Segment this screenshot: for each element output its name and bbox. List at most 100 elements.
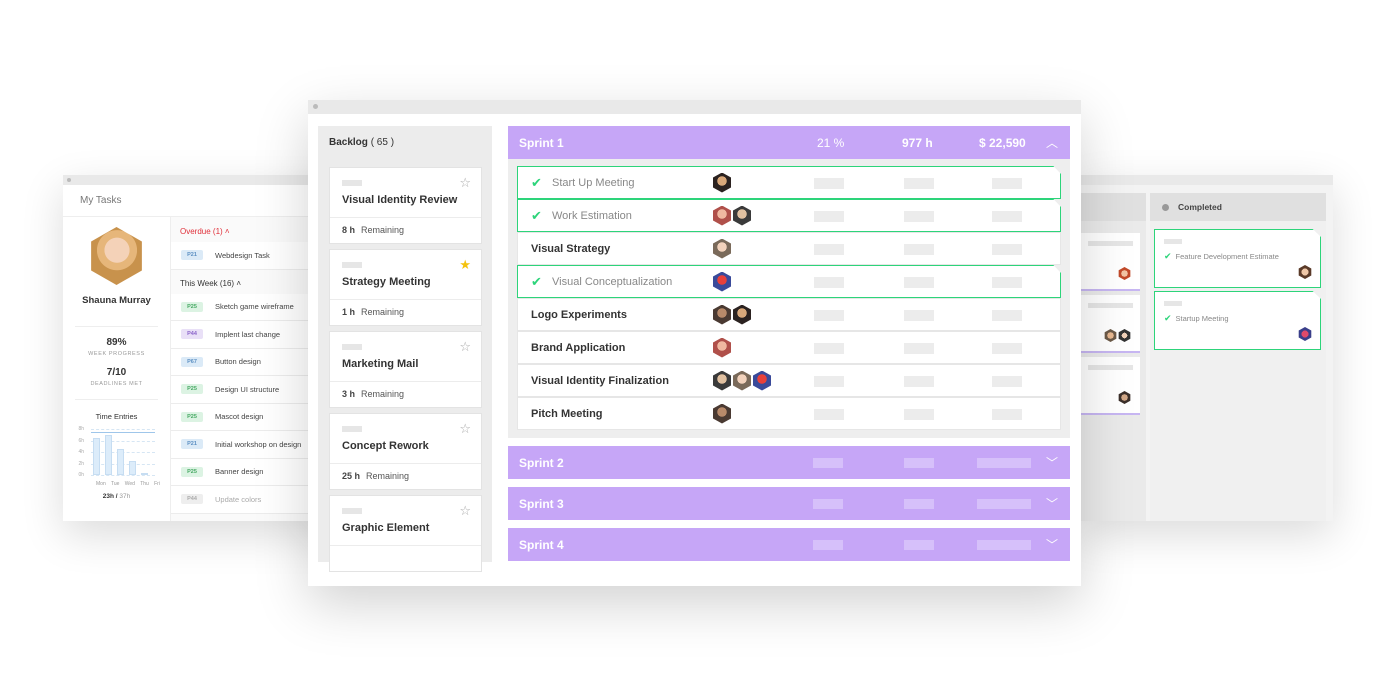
avatar[interactable] — [1104, 329, 1117, 342]
deadlines-value: 7/10 — [106, 367, 127, 378]
avatar[interactable] — [1118, 391, 1131, 404]
avatar[interactable] — [733, 370, 751, 391]
backlog-card[interactable]: ☆ Concept Rework 25 h Remaining — [329, 413, 482, 490]
sprint-name: Sprint 1 — [519, 135, 564, 150]
sprint-header[interactable]: Sprint 2 ﹀ — [508, 446, 1070, 479]
backlog-count: ( 65 ) — [370, 137, 395, 148]
star-icon[interactable]: ☆ — [459, 503, 471, 518]
avatar[interactable] — [733, 304, 751, 325]
assignees — [712, 403, 732, 424]
backlog-card[interactable]: ☆ Marketing Mail 3 h Remaining — [329, 331, 482, 408]
week-progress-stat: 89% WEEK PROGRESS — [63, 337, 170, 357]
gridline — [90, 475, 155, 476]
total-target: 37h — [119, 493, 131, 500]
avatar[interactable] — [733, 205, 751, 226]
remaining-hours: 1 h — [342, 307, 356, 317]
task-title: Initial workshop on design — [215, 439, 302, 449]
project-tag: P25 — [181, 301, 203, 312]
chevron-up-icon[interactable]: ︿ — [1045, 136, 1058, 150]
sprint-task-row[interactable]: Visual Identity Finalization — [517, 364, 1061, 397]
sprint-task-row[interactable]: Logo Experiments — [517, 298, 1061, 331]
star-icon[interactable]: ☆ — [459, 339, 471, 354]
remaining-label: Remaining — [366, 471, 410, 481]
backlog-card[interactable]: ☆ Visual Identity Review 8 h Remaining — [329, 167, 482, 244]
backlog-card[interactable]: ★ Strategy Meeting 1 h Remaining — [329, 249, 482, 326]
status-icon — [1162, 203, 1169, 211]
remaining-label: Remaining — [361, 389, 405, 399]
overdue-header[interactable]: Overdue (1) ˄ — [180, 227, 230, 236]
assignees — [712, 172, 732, 193]
assignees — [712, 238, 732, 259]
sprint-header[interactable]: Sprint 3 ﹀ — [508, 487, 1070, 520]
window-titlebar — [1080, 175, 1333, 185]
card-title: Startup Meeting — [1175, 314, 1229, 323]
avatar[interactable] — [1118, 329, 1131, 342]
remaining-hours: 8 h — [342, 225, 356, 235]
assignees — [712, 337, 732, 358]
avatar[interactable] — [713, 403, 731, 424]
avatar[interactable] — [1118, 267, 1131, 280]
backlog-card-footer: 8 h Remaining — [330, 217, 481, 243]
avatar[interactable] — [1298, 265, 1312, 279]
sprint-body: ✔ Start Up Meeting ✔ Work Estimation Visual … — [508, 159, 1070, 438]
board-card[interactable] — [1080, 233, 1140, 291]
star-icon[interactable]: ☆ — [459, 175, 471, 190]
y-tick-label: 4h — [78, 449, 85, 455]
avatar[interactable] — [713, 370, 731, 391]
deadlines-label: DEADLINES MET — [90, 381, 143, 387]
avatar[interactable] — [713, 172, 731, 193]
star-icon[interactable]: ☆ — [459, 421, 471, 436]
avatar[interactable] — [713, 238, 731, 259]
avatar[interactable] — [753, 370, 771, 391]
completed-header: Completed — [1150, 193, 1326, 221]
sprint-percent: 21 % — [817, 135, 845, 150]
sprint-task-row[interactable]: Brand Application — [517, 331, 1061, 364]
remaining-hours: 25 h — [342, 471, 361, 481]
chevron-down-icon[interactable]: ﹀ — [1045, 497, 1058, 511]
y-tick-label: 2h — [78, 460, 85, 467]
check-icon: ✔ — [531, 273, 542, 289]
board-card[interactable] — [1080, 295, 1140, 353]
backlog-title: Backlog — [329, 137, 368, 148]
backlog-card-title: Marketing Mail — [342, 358, 419, 370]
chevron-down-icon[interactable]: ﹀ — [1045, 456, 1058, 470]
sprint-header[interactable]: Sprint 1 21 % 977 h $ 22,590 ︿ — [508, 126, 1070, 159]
day-label: Mon — [96, 481, 106, 487]
profile-panel: Shauna Murray 89% WEEK PROGRESS 7/10 DEA… — [63, 217, 171, 521]
avatar[interactable] — [713, 304, 731, 325]
sprint-task-row[interactable]: ✔ Start Up Meeting — [517, 166, 1061, 199]
backlog-card[interactable]: ☆ Graphic Element — [329, 495, 482, 572]
sprint-name: Sprint 4 — [519, 537, 564, 552]
backlog-panel: Backlog ( 65 ) ☆ Visual Identity Review 8 … — [318, 126, 492, 572]
avatar[interactable] — [91, 227, 142, 285]
time-entry-bar — [116, 449, 124, 475]
sprint-task-row[interactable]: Visual Strategy — [517, 232, 1061, 265]
sprint-task-row[interactable]: Pitch Meeting — [517, 397, 1061, 430]
backlog-header: Backlog ( 65 ) — [318, 126, 492, 157]
completed-column: Completed ✔ Feature Development Estimate ✔… — [1150, 193, 1326, 521]
target-line — [90, 431, 155, 433]
project-tag: P67 — [181, 356, 203, 367]
gridline — [90, 429, 155, 430]
project-tag: P44 — [181, 494, 203, 505]
backlog-card-title: Concept Rework — [342, 440, 429, 452]
backlog-card-footer: 25 h Remaining — [330, 463, 481, 489]
sprint-task-name: Visual Strategy — [531, 242, 611, 255]
chevron-down-icon[interactable]: ﹀ — [1045, 538, 1058, 552]
sprint-header[interactable]: Sprint 4 ﹀ — [508, 528, 1070, 561]
sprint-task-row[interactable]: ✔ Visual Conceptualization — [517, 265, 1061, 298]
star-icon[interactable]: ★ — [459, 257, 471, 272]
avatar[interactable] — [713, 337, 731, 358]
window-titlebar — [308, 100, 1081, 114]
completed-card[interactable]: ✔ Feature Development Estimate — [1154, 229, 1321, 288]
avatar[interactable] — [1298, 327, 1312, 341]
avatar[interactable] — [713, 271, 731, 292]
completed-card[interactable]: ✔ Startup Meeting — [1154, 291, 1321, 350]
sprint-budget: $ 22,590 — [979, 135, 1026, 150]
avatar[interactable] — [713, 205, 731, 226]
week-progress-value: 89% — [106, 337, 127, 348]
this-week-header[interactable]: This Week (16) ˄ — [180, 278, 241, 288]
board-card[interactable] — [1080, 357, 1140, 415]
sprint-task-row[interactable]: ✔ Work Estimation — [517, 199, 1061, 232]
sprint-name: Sprint 3 — [519, 496, 564, 511]
